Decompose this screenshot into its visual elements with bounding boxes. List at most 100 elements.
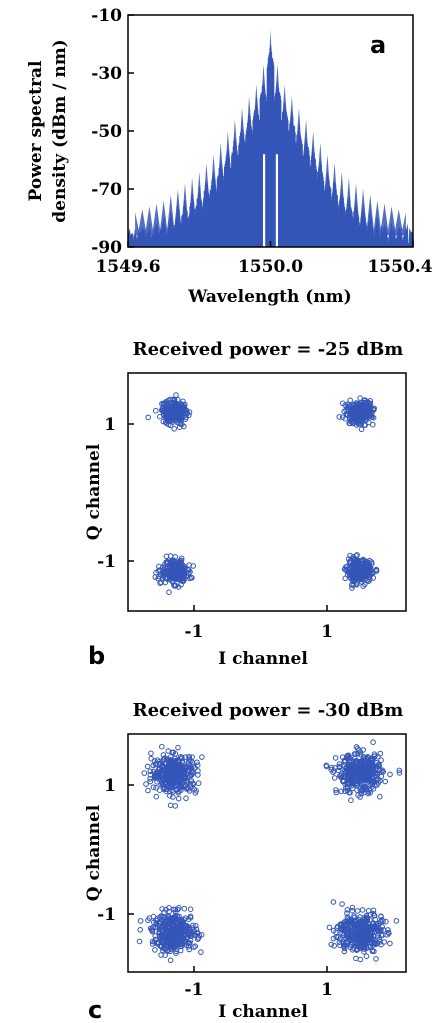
symbol-point — [168, 918, 174, 924]
symbol-point — [187, 569, 193, 575]
symbol-point — [357, 956, 364, 963]
symbol-point — [353, 568, 360, 574]
symbol-point — [185, 766, 191, 773]
symbol-point — [176, 564, 183, 570]
x-tick-label: 1 — [321, 622, 333, 642]
symbol-point — [175, 795, 182, 802]
x-tick-label: -1 — [185, 622, 204, 642]
comb-line — [238, 119, 246, 247]
symbol-point — [163, 420, 170, 427]
symbol-point — [152, 933, 158, 939]
symbol-cluster — [323, 739, 403, 804]
comb-line — [373, 217, 382, 247]
comb-line — [323, 172, 332, 247]
symbol-point — [345, 772, 352, 779]
symbol-point — [341, 759, 348, 765]
symbol-point — [336, 761, 343, 767]
y-tick-label: -10 — [91, 6, 122, 26]
symbol-point — [349, 574, 356, 581]
symbol-point — [183, 414, 189, 421]
symbol-point — [346, 775, 353, 782]
symbol-point — [144, 763, 151, 770]
symbol-point — [164, 777, 171, 783]
symbol-point — [361, 783, 368, 790]
symbol-point — [344, 910, 350, 917]
symbol-point — [190, 563, 196, 569]
symbol-point — [353, 751, 359, 757]
symbol-point — [385, 927, 391, 933]
symbol-point — [178, 555, 185, 562]
symbol-point — [370, 764, 377, 771]
symbol-point — [152, 574, 159, 580]
symbol-point — [364, 772, 370, 778]
symbol-point — [353, 744, 360, 750]
symbol-point — [344, 907, 351, 913]
symbol-point — [344, 933, 351, 939]
symbol-point — [367, 400, 374, 407]
symbol-point — [153, 774, 160, 780]
constellation-points — [136, 739, 403, 964]
comb-line — [352, 201, 360, 247]
symbol-point — [175, 565, 182, 571]
symbol-point — [367, 787, 373, 794]
symbol-point — [378, 932, 385, 939]
panel-c-title: Received power = -30 dBm — [133, 700, 404, 721]
symbol-point — [349, 904, 356, 911]
symbol-point — [357, 773, 364, 779]
symbol-point — [147, 768, 154, 775]
symbol-point — [366, 563, 372, 569]
symbol-point — [176, 905, 182, 911]
symbol-cluster — [145, 392, 193, 432]
symbol-point — [188, 784, 194, 790]
comb-line — [387, 223, 396, 247]
symbol-point — [154, 774, 161, 781]
symbol-point — [187, 781, 194, 788]
comb-line — [202, 181, 211, 247]
panel-b-letter: b — [88, 642, 105, 670]
symbol-point — [167, 802, 174, 809]
symbol-point — [377, 939, 383, 945]
panel-b-title: Received power = -25 dBm — [133, 339, 404, 360]
symbol-point — [155, 568, 162, 574]
symbol-point — [167, 792, 173, 799]
comb-line — [295, 124, 303, 247]
symbol-point — [173, 783, 179, 790]
symbol-point — [331, 768, 337, 774]
y-tick-label: -1 — [97, 905, 116, 925]
comb-line — [159, 217, 168, 247]
symbol-point — [344, 930, 351, 937]
symbol-point — [377, 918, 384, 925]
symbol-point — [353, 422, 360, 428]
symbol-point — [162, 776, 168, 783]
symbol-point — [370, 739, 376, 746]
symbol-point — [366, 411, 373, 418]
symbol-point — [182, 924, 188, 931]
symbol-point — [148, 750, 154, 757]
symbol-point — [162, 399, 169, 406]
symbol-point — [363, 918, 369, 924]
symbol-point — [345, 781, 351, 787]
symbol-point — [364, 755, 370, 762]
symbol-point — [346, 761, 352, 768]
y-axis-label-line-2: density (dBm / nm) — [50, 39, 70, 222]
comb-line — [188, 194, 196, 247]
symbol-point — [362, 763, 368, 769]
symbol-point — [191, 944, 197, 950]
symbol-point — [355, 419, 362, 426]
symbol-cluster — [141, 743, 205, 809]
y-tick-label: -90 — [91, 238, 122, 258]
x-axis-label: Wavelength (nm) — [187, 287, 351, 307]
symbol-point — [369, 774, 376, 781]
symbol-point — [358, 759, 364, 765]
symbol-point — [171, 426, 177, 432]
symbol-point — [347, 944, 354, 951]
symbol-point — [339, 901, 345, 907]
symbol-point — [186, 754, 193, 760]
comb-line — [224, 149, 232, 247]
x-tick-label: 1549.6 — [95, 257, 160, 277]
symbol-point — [159, 743, 165, 750]
symbol-point — [165, 925, 172, 931]
symbol-point — [184, 940, 191, 946]
comb-line — [231, 137, 239, 247]
